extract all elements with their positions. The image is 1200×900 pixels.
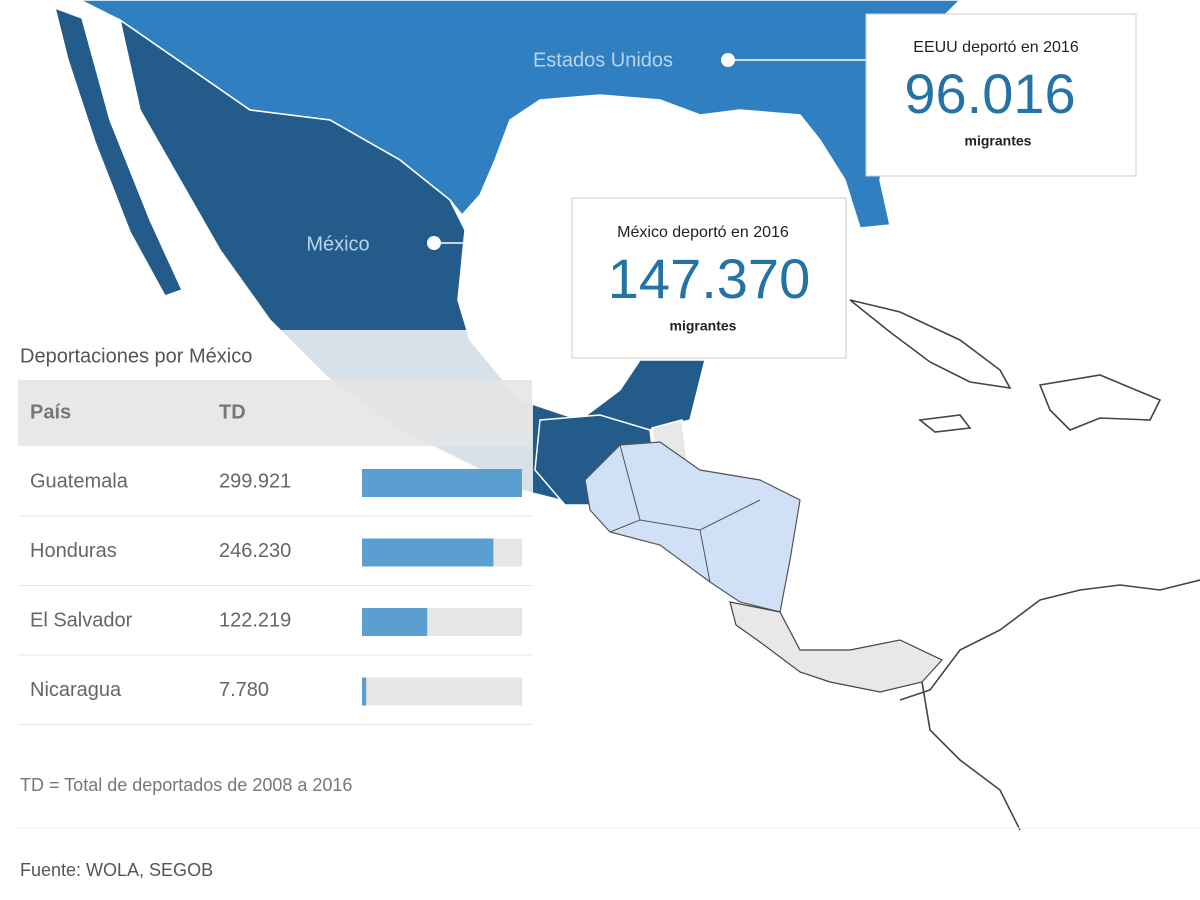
map: Estados Unidos México bbox=[30, 0, 1200, 831]
country: Honduras bbox=[30, 540, 117, 562]
bar-track bbox=[362, 677, 522, 706]
country: El Salvador bbox=[30, 609, 133, 631]
jamaica bbox=[918, 414, 972, 433]
td-value: 7.780 bbox=[219, 679, 269, 701]
callout-box bbox=[571, 197, 847, 359]
callout-unit: migrantes bbox=[965, 133, 1032, 149]
table-title: Deportaciones por México bbox=[20, 345, 252, 367]
callout-figure: 147.370 bbox=[608, 247, 810, 310]
callout-box bbox=[865, 13, 1137, 177]
bar bbox=[362, 608, 428, 636]
callout-heading: México deportó en 2016 bbox=[617, 224, 789, 241]
callout-heading: EEUU deportó en 2016 bbox=[913, 39, 1079, 56]
bar bbox=[362, 677, 367, 706]
bar bbox=[362, 469, 522, 497]
footnote: TD = Total de deportados de 2008 a 2016 bbox=[20, 775, 352, 795]
bar bbox=[362, 538, 494, 567]
country: Nicaragua bbox=[30, 679, 122, 701]
column-header: TD bbox=[219, 401, 246, 423]
south-america bbox=[899, 579, 1200, 831]
source: Fuente: WOLA, SEGOB bbox=[20, 860, 213, 880]
callout-unit: migrantes bbox=[670, 318, 737, 334]
table-header bbox=[18, 380, 532, 446]
td-value: 246.230 bbox=[219, 540, 291, 562]
map-label: Estados Unidos bbox=[533, 49, 673, 71]
hispaniola bbox=[1038, 374, 1162, 431]
callout: EEUU deportó en 2016 96.016 migrantes bbox=[865, 13, 1137, 177]
country: Guatemala bbox=[30, 470, 129, 492]
baja-california bbox=[53, 6, 184, 297]
td-value: 299.921 bbox=[219, 470, 291, 492]
central-america bbox=[584, 441, 801, 613]
cuba bbox=[849, 299, 1012, 390]
map-label: México bbox=[306, 233, 369, 255]
column-header: País bbox=[30, 401, 71, 423]
table-panel: Deportaciones por México País TD Guatema… bbox=[0, 330, 533, 828]
callout-figure: 96.016 bbox=[904, 62, 1075, 125]
callout: México deportó en 2016 147.370 migrantes bbox=[571, 197, 847, 359]
td-value: 122.219 bbox=[219, 609, 291, 631]
borders bbox=[609, 444, 761, 583]
